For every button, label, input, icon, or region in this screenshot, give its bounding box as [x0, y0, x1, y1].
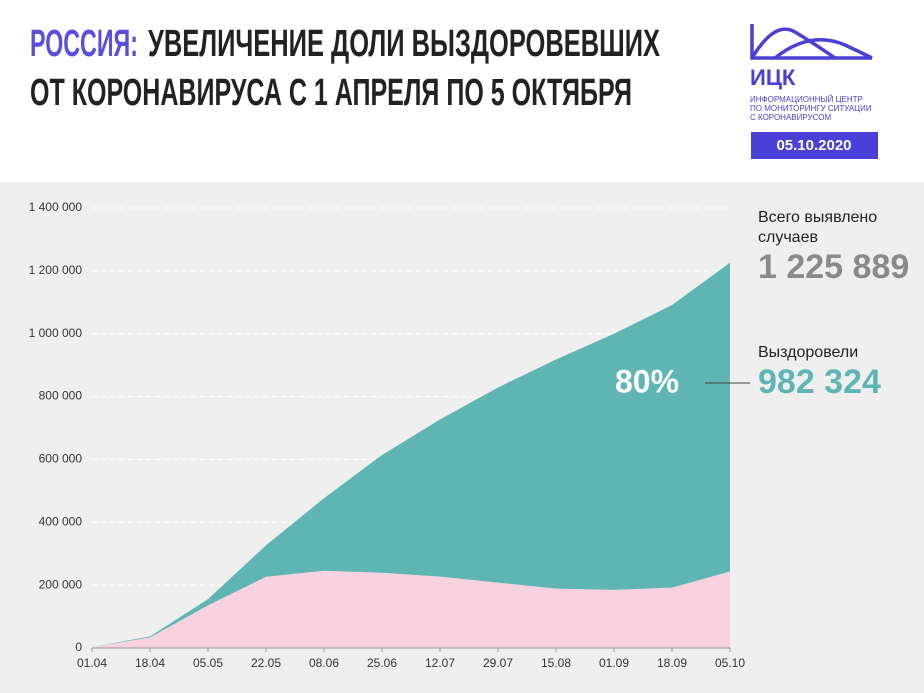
- y-tick-label: 1 200 000: [29, 263, 83, 277]
- x-tick-label: 05.10: [715, 656, 745, 670]
- date: 05.10.2020: [776, 137, 851, 154]
- x-tick-label: 18.04: [135, 656, 165, 670]
- logo-curve: [773, 38, 873, 60]
- y-tick-label: 800 000: [39, 389, 83, 403]
- x-tick-label: 01.04: [77, 656, 107, 670]
- y-tick-label: 1 000 000: [29, 326, 83, 340]
- annotation: случаев: [758, 229, 818, 246]
- x-tick-label: 01.09: [599, 656, 629, 670]
- area: [92, 262, 730, 648]
- share-label: 80%: [615, 363, 679, 399]
- logo-text: ИЦК: [750, 65, 796, 90]
- logo-caption: ИНФОРМАЦИОННЫЙ ЦЕНТР: [750, 95, 863, 104]
- logo-caption: ПО МОНИТОРИНГУ СИТУАЦИИ: [750, 104, 872, 113]
- annotation: Всего выявлено: [758, 209, 877, 226]
- x-tick-label: 29.07: [483, 656, 513, 670]
- x-tick-label: 05.05: [193, 656, 223, 670]
- recovered-value: 982 324: [758, 363, 881, 401]
- y-tick-label: 200 000: [39, 577, 83, 591]
- title: УВЕЛИЧЕНИЕ ДОЛИ ВЫЗДОРОВЕВШИХ: [148, 23, 660, 65]
- y-tick-label: 400 000: [39, 514, 83, 528]
- x-tick-label: 22.05: [251, 656, 281, 670]
- plot: 0 200 000 400 000 600 000 800 000 1 000 000 1 …: [29, 200, 746, 670]
- logo-caption: С КОРОНАВИРУСОМ: [750, 113, 831, 122]
- date-badge: [751, 132, 878, 159]
- x-tick-label: 18.09: [657, 656, 687, 670]
- x-tick-label: 25.06: [367, 656, 397, 670]
- annotation: Выздоровели: [758, 344, 858, 361]
- area: [92, 570, 730, 648]
- y-tick-label: 1 400 000: [29, 200, 83, 214]
- logo-curve: [750, 27, 837, 60]
- title-accent: РОССИЯ:: [30, 23, 138, 65]
- y-tick-label: 0: [75, 640, 82, 654]
- x-tick-label: 12.07: [425, 656, 455, 670]
- x-tick-label: 15.08: [541, 656, 571, 670]
- title: ОТ КОРОНАВИРУСА С 1 АПРЕЛЯ ПО 5 ОКТЯБРЯ: [30, 72, 632, 114]
- x-tick-label: 08.06: [309, 656, 339, 670]
- logo: [750, 24, 873, 60]
- y-tick-label: 600 000: [39, 452, 83, 466]
- total-value: 1 225 889: [758, 248, 909, 286]
